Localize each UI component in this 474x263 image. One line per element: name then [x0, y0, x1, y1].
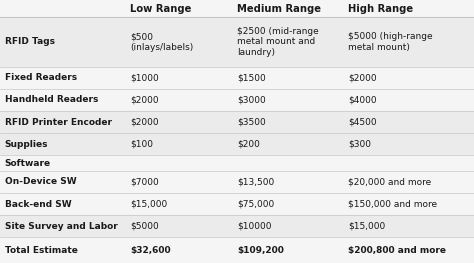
Text: $200,800 and more: $200,800 and more [348, 246, 447, 255]
Bar [0, 237, 474, 263]
Text: Total Estimate: Total Estimate [5, 246, 78, 255]
Text: $75,000: $75,000 [237, 200, 274, 209]
Bar [0, 89, 474, 111]
Text: $200: $200 [237, 140, 260, 149]
Text: Supplies: Supplies [5, 140, 48, 149]
Text: $15,000: $15,000 [348, 222, 386, 231]
Text: $150,000 and more: $150,000 and more [348, 200, 438, 209]
Text: $300: $300 [348, 140, 372, 149]
Text: $7000: $7000 [130, 177, 159, 186]
Text: Software: Software [5, 159, 51, 168]
Text: Back-end SW: Back-end SW [5, 200, 72, 209]
Bar [0, 67, 474, 89]
Text: $20,000 and more: $20,000 and more [348, 177, 432, 186]
Bar [0, 17, 474, 67]
Bar [0, 193, 474, 215]
Bar [0, 111, 474, 133]
Text: Medium Range: Medium Range [237, 4, 321, 14]
Text: $2000: $2000 [348, 73, 377, 82]
Text: $15,000: $15,000 [130, 200, 168, 209]
Text: $4500: $4500 [348, 118, 377, 127]
Text: RFID Printer Encoder: RFID Printer Encoder [5, 118, 112, 127]
Text: $109,200: $109,200 [237, 246, 284, 255]
Text: $2500 (mid-range
metal mount and
laundry): $2500 (mid-range metal mount and laundry… [237, 27, 319, 57]
Text: $500
(inlays/labels): $500 (inlays/labels) [130, 32, 193, 52]
Text: $100: $100 [130, 140, 154, 149]
Bar [0, 0, 474, 17]
Text: $4000: $4000 [348, 95, 377, 104]
Text: $1000: $1000 [130, 73, 159, 82]
Text: RFID Tags: RFID Tags [5, 37, 55, 46]
Text: High Range: High Range [348, 4, 413, 14]
Text: $1500: $1500 [237, 73, 266, 82]
Bar [0, 215, 474, 237]
Bar [0, 133, 474, 155]
Text: $3000: $3000 [237, 95, 266, 104]
Text: On-Device SW: On-Device SW [5, 177, 76, 186]
Text: $2000: $2000 [130, 118, 159, 127]
Bar [0, 155, 474, 171]
Text: $2000: $2000 [130, 95, 159, 104]
Text: Site Survey and Labor: Site Survey and Labor [5, 222, 118, 231]
Text: $5000 (high-range
metal mount): $5000 (high-range metal mount) [348, 32, 433, 52]
Text: Low Range: Low Range [130, 4, 191, 14]
Text: Fixed Readers: Fixed Readers [5, 73, 77, 82]
Text: Handheld Readers: Handheld Readers [5, 95, 98, 104]
Text: $10000: $10000 [237, 222, 272, 231]
Text: $13,500: $13,500 [237, 177, 274, 186]
Text: $5000: $5000 [130, 222, 159, 231]
Text: $32,600: $32,600 [130, 246, 171, 255]
Bar [0, 171, 474, 193]
Text: $3500: $3500 [237, 118, 266, 127]
